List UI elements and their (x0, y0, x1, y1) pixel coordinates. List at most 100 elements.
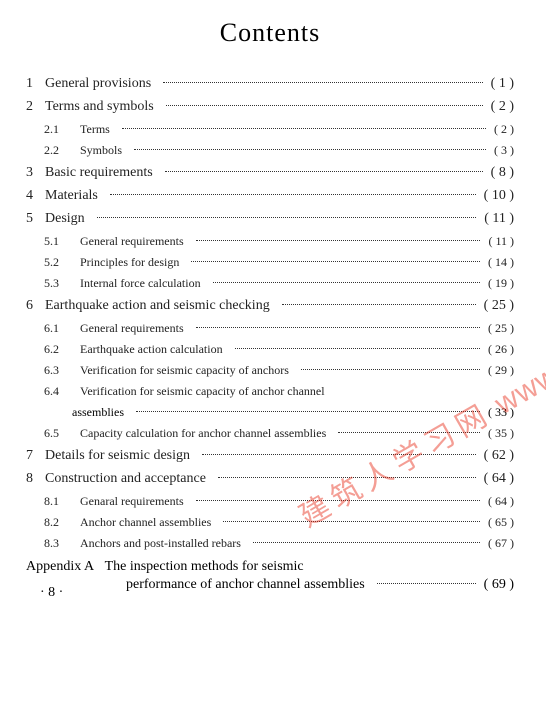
toc-entry: 6.1 General requirements ( 25 ) (26, 321, 514, 336)
appendix-label-line1: The inspection methods for seismic (105, 559, 304, 574)
toc-page: ( 11 ) (488, 234, 514, 249)
toc-label: Earthquake action and seismic checking (45, 298, 270, 314)
contents-page: Contents 1General provisions( 1 ) 2Terms … (0, 0, 546, 617)
toc-number: 6 (26, 298, 33, 314)
toc-label: Earthquake action calculation (80, 342, 223, 357)
toc-label: General provisions (45, 76, 151, 92)
toc-entry: 1General provisions( 1 ) (26, 76, 514, 92)
toc-entry: 8.2Anchor channel assemblies( 65 ) (26, 515, 514, 530)
page-title: Contents (26, 18, 514, 48)
toc-number: 6.3 (44, 363, 70, 378)
appendix-entry-continuation: performance of anchor channel assemblies… (26, 577, 514, 593)
toc-leader (196, 500, 480, 501)
toc-number: 6.1 (44, 321, 70, 336)
toc-leader (301, 369, 480, 370)
toc-entry: 3 Basic requirements ( 8 ) (26, 165, 514, 181)
toc-number: 6.5 (44, 426, 70, 441)
toc-page: ( 33 ) (488, 405, 514, 420)
toc-number: 8.3 (44, 536, 70, 551)
toc-leader (196, 327, 480, 328)
toc-page: ( 8 ) (491, 165, 514, 181)
toc-leader (253, 542, 480, 543)
toc-leader (235, 348, 480, 349)
toc-number: 7 (26, 448, 33, 464)
toc-label: Capacity calculation for anchor channel … (80, 426, 326, 441)
toc-leader (191, 261, 480, 262)
toc-leader (166, 105, 483, 106)
toc-entry: 2.2Symbols( 3 ) (26, 143, 514, 158)
toc-number: 5.3 (44, 276, 70, 291)
toc-leader (97, 217, 477, 218)
toc-label: Anchors and post-installed rebars (80, 536, 241, 551)
toc-label: Symbols (80, 143, 122, 158)
toc-entry-continuation: assemblies ( 33 ) (26, 405, 514, 420)
page-number-footer: · 8 · (40, 585, 63, 601)
toc-entry: 4 Materials ( 10 ) (26, 188, 514, 204)
toc-entry: 8Construction and acceptance( 64 ) (26, 471, 514, 487)
toc-label: Genaral requirements (80, 494, 184, 509)
toc-leader (196, 240, 481, 241)
toc-page: ( 64 ) (484, 471, 514, 487)
toc-leader (377, 583, 476, 584)
toc-entry: 6 Earthquake action and seismic checking (… (26, 298, 514, 314)
toc-entry: 5Design( 11 ) (26, 211, 514, 227)
toc-entry: 2.1Terms( 2 ) (26, 122, 514, 137)
toc-page: ( 67 ) (488, 536, 514, 551)
contents-list: 1General provisions( 1 ) 2Terms and symbo… (26, 76, 514, 593)
toc-leader (134, 149, 486, 150)
toc-entry: 5.2 Principles for design ( 14 ) (26, 255, 514, 270)
toc-label: Principles for design (80, 255, 179, 270)
toc-page: ( 19 ) (488, 276, 514, 291)
appendix-page: ( 69 ) (484, 577, 514, 593)
toc-leader (202, 454, 476, 455)
toc-leader (338, 432, 480, 433)
toc-entry: 5.3 Internal force calculation ( 19 ) (26, 276, 514, 291)
toc-leader (213, 282, 480, 283)
toc-leader (163, 82, 483, 83)
toc-page: ( 29 ) (488, 363, 514, 378)
toc-label: Construction and acceptance (45, 471, 206, 487)
toc-entry: 6.4 Verification for seismic capacity of … (26, 384, 514, 399)
toc-entry: 6.5 Capacity calculation for anchor chann… (26, 426, 514, 441)
toc-leader (282, 304, 476, 305)
toc-number: 8.1 (44, 494, 70, 509)
toc-number: 5.2 (44, 255, 70, 270)
toc-number: 5 (26, 211, 33, 227)
toc-entry: 7Details for seismic design( 62 ) (26, 448, 514, 464)
toc-number: 4 (26, 188, 33, 204)
toc-page: ( 64 ) (488, 494, 514, 509)
toc-label: General requirements (80, 234, 184, 249)
toc-leader (110, 194, 476, 195)
toc-label: Internal force calculation (80, 276, 201, 291)
toc-entry: 8.3 Anchors and post-installed rebars ( 67… (26, 536, 514, 551)
toc-page: ( 10 ) (484, 188, 514, 204)
toc-number: 6.2 (44, 342, 70, 357)
toc-number: 8.2 (44, 515, 70, 530)
toc-label: Verification for seismic capacity of anc… (80, 384, 325, 399)
toc-label: General requirements (80, 321, 184, 336)
toc-entry: 6.3 Verification for seismic capacity of … (26, 363, 514, 378)
toc-entry: 6.2Earthquake action calculation( 26 ) (26, 342, 514, 357)
appendix-label-line2: performance of anchor channel assemblies (126, 577, 365, 593)
toc-entry: 5.1General requirements( 11 ) (26, 234, 514, 249)
toc-number: 6.4 (44, 384, 70, 399)
toc-label-cont: assemblies (72, 405, 124, 420)
toc-page: ( 35 ) (488, 426, 514, 441)
toc-page: ( 25 ) (488, 321, 514, 336)
toc-leader (122, 128, 486, 129)
toc-page: ( 2 ) (491, 99, 514, 115)
toc-label: Materials (45, 188, 98, 204)
toc-entry: 2Terms and symbols( 2 ) (26, 99, 514, 115)
toc-label: Basic requirements (45, 165, 153, 181)
toc-page: ( 14 ) (488, 255, 514, 270)
toc-label: Verification for seismic capacity of anc… (80, 363, 289, 378)
toc-page: ( 3 ) (494, 143, 514, 158)
toc-page: ( 65 ) (488, 515, 514, 530)
toc-leader (218, 477, 476, 478)
toc-page: ( 25 ) (484, 298, 514, 314)
toc-number: 3 (26, 165, 33, 181)
appendix-number: Appendix A (26, 559, 94, 574)
appendix-entry: Appendix A The inspection methods for se… (26, 559, 514, 575)
toc-leader (165, 171, 483, 172)
toc-leader (136, 411, 480, 412)
